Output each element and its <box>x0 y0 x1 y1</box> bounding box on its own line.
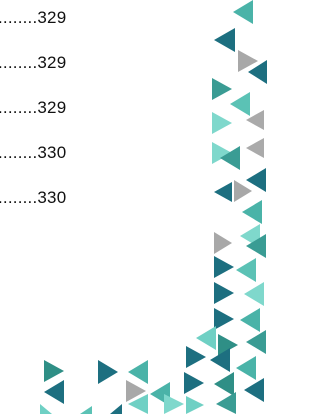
dot-leader: ........ <box>0 8 37 27</box>
page-number: 329 <box>37 8 66 27</box>
page: {"toc": {"entries": [ {"leader": "......… <box>0 0 267 414</box>
dot-leader: ........ <box>0 188 37 207</box>
page-number: 330 <box>37 143 66 162</box>
dot-leader: ........ <box>0 98 37 117</box>
toc-entry: ........329 <box>0 53 66 73</box>
toc-entry: ........329 <box>0 8 66 28</box>
page-number: 330 <box>37 188 66 207</box>
dot-leader: ........ <box>0 143 37 162</box>
page-number: 329 <box>37 53 66 72</box>
toc-entry: ........329 <box>0 98 66 118</box>
triangles <box>40 0 267 414</box>
page-number: 329 <box>37 98 66 117</box>
toc-entry: ........330 <box>0 188 66 208</box>
toc-entry: ........330 <box>0 143 66 163</box>
dot-leader: ........ <box>0 53 37 72</box>
